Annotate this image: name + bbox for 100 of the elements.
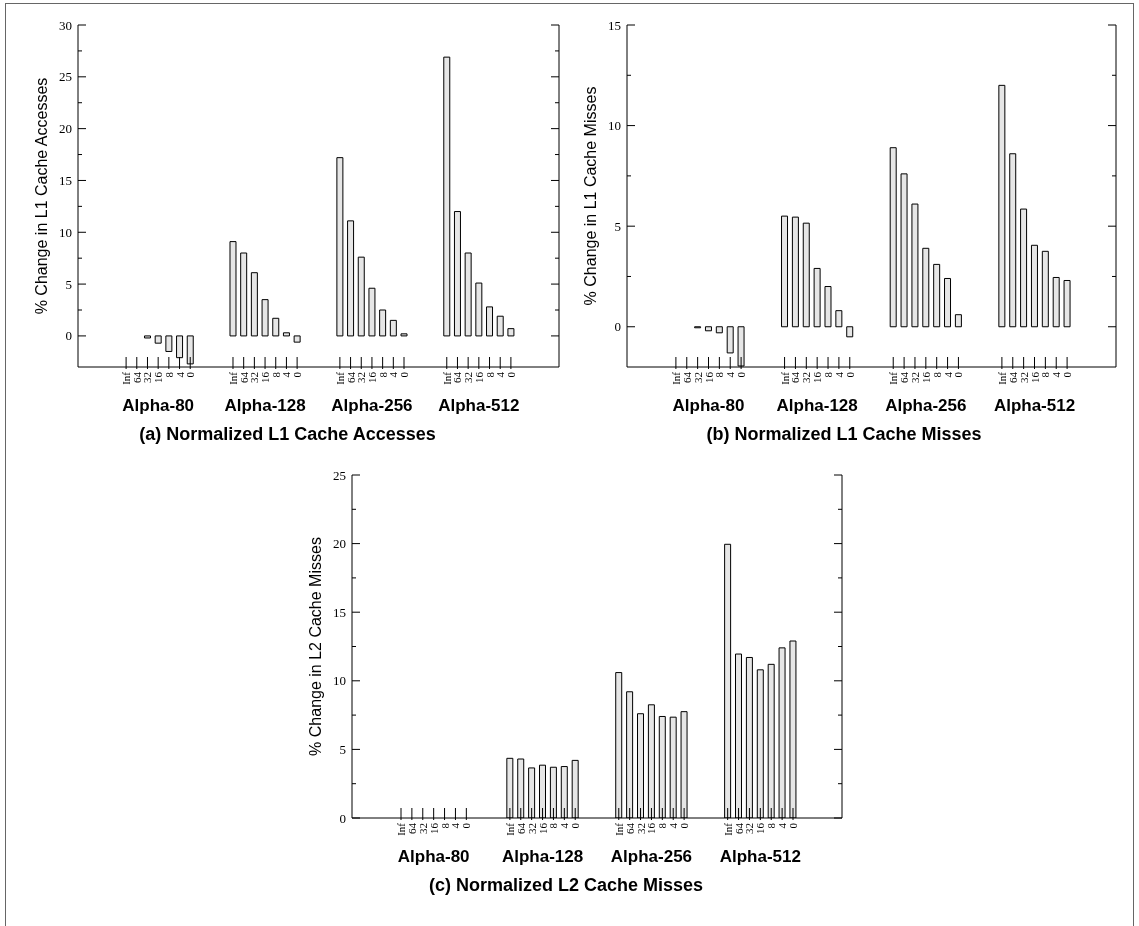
x-tick-label: 16 xyxy=(1028,371,1041,383)
x-tick-label: 64 xyxy=(405,822,418,834)
x-tick-label: Inf xyxy=(503,822,516,836)
bar xyxy=(272,317,280,337)
x-tick-label: 16 xyxy=(811,371,824,383)
x-tick-label: Inf xyxy=(887,371,900,385)
x-tick-label: 16 xyxy=(365,371,378,383)
bar xyxy=(347,220,355,337)
x-tick-label: 64 xyxy=(1006,371,1019,383)
x-tick-label: 0 xyxy=(1061,371,1074,378)
x-tick-label: 16 xyxy=(427,822,440,834)
x-tick-label: 16 xyxy=(536,822,549,834)
y-tick-label: 5 xyxy=(614,218,621,234)
x-tick-label: Inf xyxy=(440,371,453,385)
x-tick-label: 4 xyxy=(776,822,789,829)
x-tick-label: 64 xyxy=(451,371,464,383)
y-tick-label: 20 xyxy=(333,536,346,552)
x-tick-label: 8 xyxy=(656,822,669,829)
y-tick-label: 15 xyxy=(608,17,621,33)
x-tick-label: 4 xyxy=(387,371,400,378)
x-tick-label: 16 xyxy=(702,371,715,383)
x-tick-label: 8 xyxy=(162,371,175,378)
x-tick-label: Inf xyxy=(395,822,407,836)
y-axis-title: % Change in L1 Cache Misses xyxy=(581,86,599,306)
x-tick-label: 4 xyxy=(449,822,462,829)
bar xyxy=(1063,279,1071,328)
x-tick-label: 16 xyxy=(919,371,932,383)
bar xyxy=(379,309,387,337)
x-tick-label: 4 xyxy=(280,371,293,378)
x-tick-label: 8 xyxy=(547,822,560,829)
text: (a) Normalized L1 Cache Accesses xyxy=(138,424,437,445)
x-tick-label: 32 xyxy=(248,372,261,383)
bar xyxy=(453,211,461,337)
text: Alpha-512 xyxy=(437,396,521,416)
text: Alpha-128 xyxy=(500,847,585,867)
bar xyxy=(496,315,504,337)
text: Alpha-80 xyxy=(121,396,196,416)
x-tick-label: 32 xyxy=(1017,372,1030,383)
bar xyxy=(846,326,854,338)
y-tick-label: 5 xyxy=(65,276,72,292)
bar xyxy=(293,335,301,343)
x-tick-label: Inf xyxy=(995,371,1008,385)
bar xyxy=(229,241,237,337)
x-tick-label: 64 xyxy=(789,371,802,383)
x-tick-label: 8 xyxy=(822,371,835,378)
x-tick-label: 64 xyxy=(732,822,745,834)
x-tick-label: 64 xyxy=(344,371,357,383)
x-tick-label: 0 xyxy=(460,822,473,829)
y-tick-label: 20 xyxy=(59,121,72,137)
y-tick-label: 25 xyxy=(333,467,346,483)
bar xyxy=(165,335,173,352)
bar xyxy=(400,333,408,337)
bar xyxy=(802,222,810,328)
bar xyxy=(1030,244,1038,328)
x-tick-label: 32 xyxy=(691,372,704,383)
x-tick-label: 8 xyxy=(765,822,778,829)
x-tick-label: 0 xyxy=(843,371,856,378)
bar xyxy=(791,216,799,328)
text: (c) Normalized L2 Cache Misses xyxy=(427,875,705,896)
bar xyxy=(998,84,1006,328)
text: Alpha-80 xyxy=(396,847,471,867)
x-tick-label: 32 xyxy=(525,823,538,834)
x-tick-label: Inf xyxy=(120,371,133,385)
x-tick-label: 8 xyxy=(1039,371,1052,378)
x-tick-label: 32 xyxy=(908,372,921,383)
y-tick-label: 30 xyxy=(59,17,72,33)
bar xyxy=(704,326,712,332)
y-tick-label: 5 xyxy=(339,741,346,757)
x-tick-label: 0 xyxy=(291,371,304,378)
x-tick-label: 16 xyxy=(472,371,485,383)
bar xyxy=(1009,153,1017,328)
x-tick-label: Inf xyxy=(669,371,682,385)
x-tick-label: 32 xyxy=(634,823,647,834)
x-tick-label: 16 xyxy=(754,822,767,834)
x-tick-label: Inf xyxy=(721,822,734,836)
x-tick-label: 8 xyxy=(376,371,389,378)
bar xyxy=(368,287,376,337)
y-axis-title: % Change in L2 Cache Misses xyxy=(306,537,324,756)
y-tick-label: 15 xyxy=(333,604,346,620)
bar xyxy=(143,335,151,339)
x-tick-label: 0 xyxy=(504,371,517,378)
x-tick-label: 4 xyxy=(724,371,737,378)
x-tick-label: 0 xyxy=(569,822,582,829)
y-tick-label: 10 xyxy=(59,224,72,240)
x-tick-label: 32 xyxy=(141,372,154,383)
text: Alpha-512 xyxy=(718,847,802,867)
bar xyxy=(464,252,472,337)
x-tick-label: Inf xyxy=(612,822,625,836)
text: Alpha-128 xyxy=(223,396,307,416)
y-tick-label: 25 xyxy=(59,69,72,85)
x-tick-label: 64 xyxy=(623,822,636,834)
bar xyxy=(261,299,269,337)
x-tick-label: 4 xyxy=(941,371,954,378)
bar xyxy=(250,272,258,337)
bar xyxy=(900,173,908,328)
x-tick-label: 8 xyxy=(438,822,451,829)
x-tick-label: 4 xyxy=(494,371,507,378)
text: Alpha-512 xyxy=(992,396,1077,416)
bar xyxy=(443,56,451,337)
text: Alpha-80 xyxy=(671,396,746,416)
